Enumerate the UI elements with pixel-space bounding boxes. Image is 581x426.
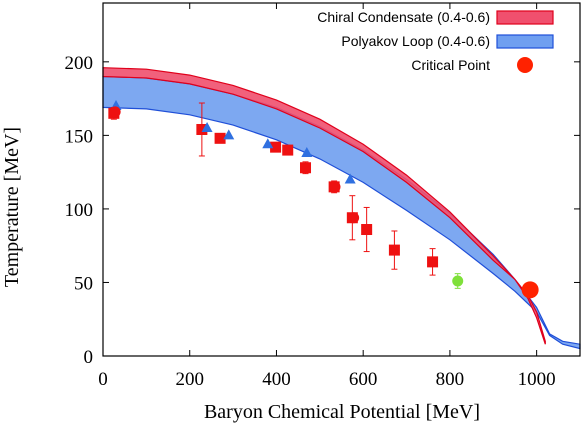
data-point-square [270, 141, 282, 153]
data-point-triangle [223, 129, 235, 140]
critical-point-marker [521, 281, 539, 299]
polyakov-band [102, 75, 581, 350]
plot-frame [102, 2, 581, 357]
y-tick-label: 200 [65, 53, 94, 74]
data-point-circle [109, 106, 121, 118]
legend: Chiral Condensate (0.4-0.6) Polyakov Loo… [317, 9, 554, 73]
x-tick-label: 600 [349, 369, 378, 390]
data-point-square [427, 256, 439, 268]
x-tick-label: 0 [98, 369, 108, 390]
tick-layer: 0 200 400 600 800 1000 0 50 100 150 200 [65, 3, 580, 390]
data-point-triangle [344, 173, 356, 184]
y-tick-label: 50 [74, 273, 93, 294]
legend-marker-critical-point [517, 57, 533, 73]
data-point-circle [452, 275, 464, 287]
x-tick-label: 400 [262, 369, 291, 390]
y-tick-label: 150 [65, 126, 94, 147]
data-point-square [214, 132, 226, 144]
data-point-square [361, 224, 373, 236]
legend-label-chiral: Chiral Condensate (0.4-0.6) [317, 9, 490, 25]
y-axis-title: Temperature [MeV] [1, 127, 23, 287]
data-point-circle [329, 181, 341, 193]
chiral-band [102, 67, 546, 345]
x-tick-label: 800 [436, 369, 465, 390]
x-tick-label: 200 [175, 369, 204, 390]
legend-label-critical-point: Critical Point [411, 57, 490, 73]
y-tick-label: 100 [65, 200, 94, 221]
band-layer [102, 67, 581, 350]
x-tick-label: 1000 [518, 369, 556, 390]
y-tick-label: 0 [84, 347, 94, 368]
legend-label-polyakov: Polyakov Loop (0.4-0.6) [341, 33, 490, 49]
data-point-circle [348, 212, 360, 224]
data-point-triangle [262, 138, 274, 149]
legend-swatch-polyakov [496, 34, 554, 49]
data-point-square [196, 123, 208, 135]
data-point-square [388, 244, 400, 256]
marker-layer [108, 99, 539, 299]
data-point-square [300, 162, 312, 174]
legend-swatch-chiral [496, 10, 554, 25]
data-point-triangle [201, 122, 213, 133]
data-point-triangle [301, 147, 313, 158]
data-point-square [282, 144, 294, 156]
x-axis-title: Baryon Chemical Potential [MeV] [204, 401, 480, 423]
